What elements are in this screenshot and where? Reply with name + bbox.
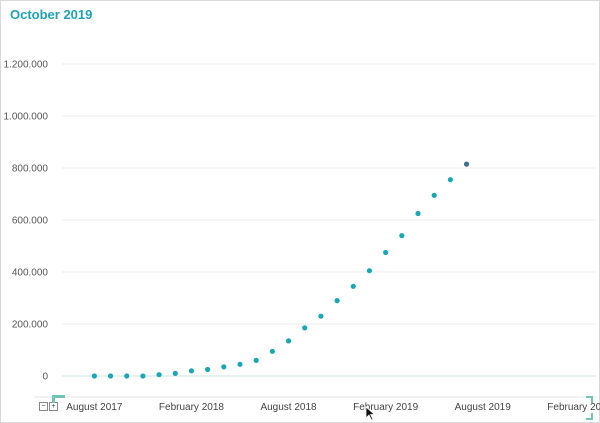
y-tick-label: 400.000	[12, 268, 49, 279]
expand-icon[interactable]: +	[49, 402, 58, 411]
y-tick-label: 800.000	[12, 164, 49, 175]
data-point[interactable]	[237, 361, 243, 367]
data-point[interactable]	[205, 366, 211, 373]
data-point[interactable]	[188, 368, 195, 374]
data-point[interactable]	[221, 364, 227, 370]
selection-corner-icon	[586, 413, 593, 420]
data-point[interactable]	[350, 283, 356, 289]
y-tick-label: 1.200.000	[4, 60, 49, 71]
data-point[interactable]	[447, 177, 453, 183]
data-point[interactable]	[399, 233, 405, 239]
data-point[interactable]	[415, 210, 421, 217]
data-point[interactable]	[107, 373, 114, 379]
collapse-icon[interactable]: −	[39, 402, 48, 411]
data-point[interactable]	[366, 268, 373, 274]
x-tick-label: August 2018	[260, 402, 317, 413]
data-point[interactable]	[140, 373, 146, 379]
data-point[interactable]	[91, 373, 97, 379]
y-tick-label: 0	[42, 372, 48, 383]
y-tick-label: 600.000	[12, 216, 49, 227]
data-point[interactable]	[172, 370, 178, 376]
selection-corner-icon	[586, 396, 593, 403]
data-point[interactable]	[285, 338, 292, 344]
data-point[interactable]	[124, 373, 130, 379]
data-point[interactable]	[383, 249, 389, 256]
x-tick-label: February 2019	[353, 402, 418, 413]
x-tick-label: February 2020	[547, 402, 600, 413]
data-point[interactable]	[253, 357, 259, 363]
chart-title: October 2019	[10, 7, 93, 22]
y-tick-label: 1.000.000	[4, 112, 49, 123]
x-tick-label: August 2019	[455, 402, 512, 413]
data-point[interactable]	[431, 192, 437, 198]
data-point[interactable]	[302, 325, 308, 331]
x-tick-label: February 2018	[159, 402, 224, 413]
mouse-cursor-icon	[365, 406, 376, 421]
highlighted-data-point[interactable]	[463, 161, 470, 167]
x-tick-label: August 2017	[66, 402, 123, 413]
data-point[interactable]	[318, 313, 324, 319]
selection-corner-icon	[52, 395, 65, 403]
data-point[interactable]	[269, 348, 275, 354]
data-point[interactable]	[156, 372, 162, 378]
data-point[interactable]	[334, 298, 340, 304]
y-tick-label: 200.000	[12, 320, 49, 331]
